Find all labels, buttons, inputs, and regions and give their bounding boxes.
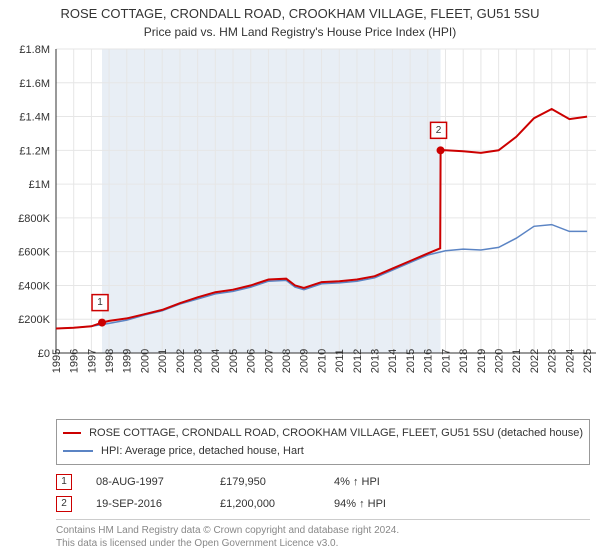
transaction-row: 2 19-SEP-2016 £1,200,000 94% ↑ HPI [56, 493, 590, 515]
svg-text:2008: 2008 [281, 349, 293, 373]
svg-text:2007: 2007 [263, 349, 275, 373]
svg-text:2016: 2016 [423, 349, 435, 373]
svg-text:1: 1 [97, 297, 103, 308]
chart-container: ROSE COTTAGE, CRONDALL ROAD, CROOKHAM VI… [0, 0, 600, 560]
legend-label: ROSE COTTAGE, CRONDALL ROAD, CROOKHAM VI… [89, 427, 583, 439]
chart-title: ROSE COTTAGE, CRONDALL ROAD, CROOKHAM VI… [0, 0, 600, 23]
svg-text:2023: 2023 [547, 349, 559, 373]
transactions-table: 1 08-AUG-1997 £179,950 4% ↑ HPI 2 19-SEP-2016… [56, 471, 590, 515]
svg-text:£1M: £1M [29, 179, 50, 191]
svg-text:2018: 2018 [458, 349, 470, 373]
legend-item: ROSE COTTAGE, CRONDALL ROAD, CROOKHAM VI… [63, 424, 583, 442]
chart-plot-area: £0 £200K £400K £600K £800K £1M £1.2M £1.4M £1.6M… [0, 43, 600, 413]
marker-dot-2 [437, 146, 445, 154]
svg-text:2013: 2013 [370, 349, 382, 373]
svg-text:2017: 2017 [440, 349, 452, 373]
footer-line-2: This data is licensed under the Open Gov… [56, 537, 590, 550]
svg-text:2024: 2024 [564, 349, 576, 373]
transaction-row: 1 08-AUG-1997 £179,950 4% ↑ HPI [56, 471, 590, 493]
svg-text:£800K: £800K [18, 213, 50, 225]
svg-text:2002: 2002 [175, 349, 187, 373]
svg-text:2: 2 [436, 125, 442, 136]
svg-text:£1.2M: £1.2M [19, 145, 50, 157]
svg-text:2000: 2000 [139, 349, 151, 373]
svg-text:2015: 2015 [405, 349, 417, 373]
svg-text:2010: 2010 [316, 349, 328, 373]
transaction-date: 19-SEP-2016 [96, 498, 196, 510]
svg-text:2020: 2020 [493, 349, 505, 373]
svg-text:1998: 1998 [104, 349, 116, 373]
svg-text:£0: £0 [38, 348, 50, 360]
marker-dot-1 [98, 318, 106, 326]
svg-text:£1.6M: £1.6M [19, 78, 50, 90]
svg-text:2001: 2001 [157, 349, 169, 373]
transaction-date: 08-AUG-1997 [96, 476, 196, 488]
svg-text:2003: 2003 [192, 349, 204, 373]
chart-svg: £0 £200K £400K £600K £800K £1M £1.2M £1.4M £1.6M… [0, 43, 600, 413]
svg-text:2004: 2004 [210, 349, 222, 373]
transaction-marker: 2 [56, 496, 72, 512]
svg-text:2019: 2019 [476, 349, 488, 373]
legend: ROSE COTTAGE, CRONDALL ROAD, CROOKHAM VI… [56, 419, 590, 465]
svg-text:2006: 2006 [246, 349, 258, 373]
svg-text:2014: 2014 [387, 349, 399, 373]
chart-subtitle: Price paid vs. HM Land Registry's House … [0, 23, 600, 43]
svg-text:£600K: £600K [18, 247, 50, 259]
svg-text:1995: 1995 [51, 349, 63, 373]
svg-text:1996: 1996 [69, 349, 81, 373]
svg-text:2005: 2005 [228, 349, 240, 373]
svg-text:2012: 2012 [352, 349, 364, 373]
svg-text:2022: 2022 [529, 349, 541, 373]
transaction-pct: 94% ↑ HPI [334, 498, 424, 510]
svg-text:£1.8M: £1.8M [19, 44, 50, 56]
svg-text:2025: 2025 [582, 349, 594, 373]
legend-label: HPI: Average price, detached house, Hart [101, 445, 304, 457]
footer-line-1: Contains HM Land Registry data © Crown c… [56, 524, 590, 537]
transaction-price: £179,950 [220, 476, 310, 488]
svg-text:1999: 1999 [122, 349, 134, 373]
svg-text:2009: 2009 [299, 349, 311, 373]
svg-text:1997: 1997 [86, 349, 98, 373]
legend-swatch [63, 450, 93, 452]
legend-item: HPI: Average price, detached house, Hart [63, 442, 583, 460]
footer-attribution: Contains HM Land Registry data © Crown c… [56, 519, 590, 550]
svg-text:2021: 2021 [511, 349, 523, 373]
svg-text:£200K: £200K [18, 314, 50, 326]
svg-text:£1.4M: £1.4M [19, 111, 50, 123]
transaction-pct: 4% ↑ HPI [334, 476, 424, 488]
transaction-marker: 1 [56, 474, 72, 490]
transaction-price: £1,200,000 [220, 498, 310, 510]
svg-text:£400K: £400K [18, 280, 50, 292]
legend-swatch [63, 432, 81, 434]
